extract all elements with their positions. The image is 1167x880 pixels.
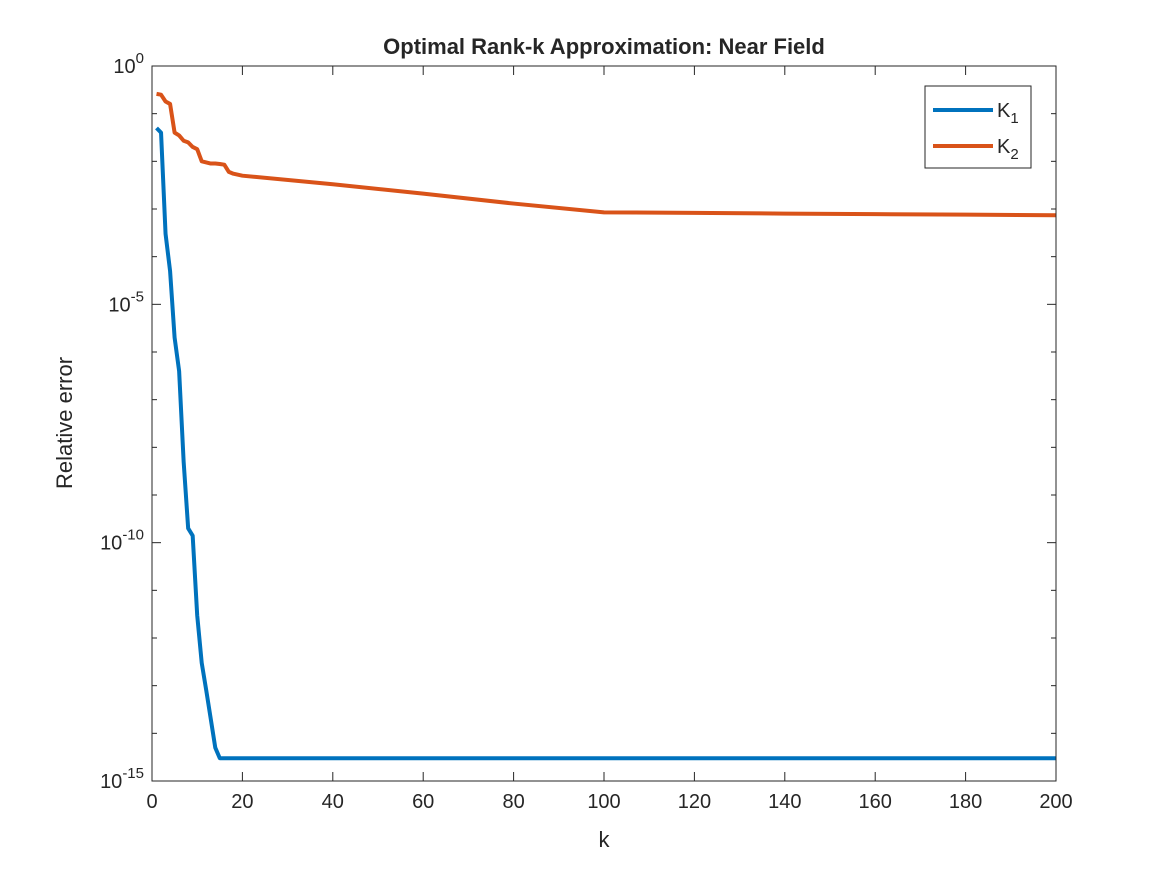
chart-title: Optimal Rank-k Approximation: Near Field: [383, 34, 825, 59]
legend-label: K2: [997, 136, 1019, 163]
series-line-k1: [155, 126, 1056, 761]
x-tick-label: 120: [678, 791, 711, 813]
x-tick-label: 160: [859, 791, 892, 813]
y-tick-label: 10-10: [100, 527, 144, 555]
y-axis-label: Relative error: [52, 357, 77, 489]
y-tick-label: 100: [113, 50, 144, 78]
series-line-k2: [156, 91, 1057, 218]
y-tick-label: 10-5: [108, 288, 144, 316]
x-tick-label: 60: [412, 791, 434, 813]
legend-box: [924, 85, 1032, 169]
x-tick-label: 140: [768, 791, 801, 813]
x-tick-label: 200: [1039, 791, 1072, 813]
x-tick-label: 100: [587, 791, 620, 813]
x-tick-label: 180: [949, 791, 982, 813]
y-tick-label: 10-15: [100, 765, 144, 793]
x-tick-label: 20: [231, 791, 253, 813]
legend-label: K1: [997, 100, 1019, 127]
x-tick-label: 80: [502, 791, 524, 813]
x-tick-label: 40: [322, 791, 344, 813]
x-tick-label: 0: [146, 791, 157, 813]
x-axis-label: k: [599, 827, 611, 852]
